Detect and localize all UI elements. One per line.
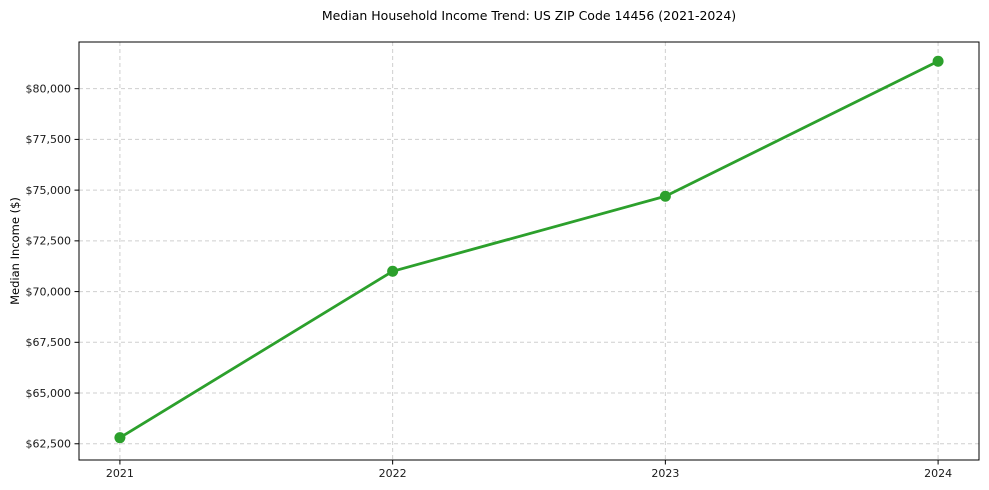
x-tick-label: 2022 [379,467,407,480]
y-tick-label: $75,000 [26,184,72,197]
data-point-marker [387,265,399,277]
y-tick-label: $67,500 [26,336,72,349]
y-tick-label: $72,500 [26,235,72,248]
y-tick-label: $77,500 [26,133,72,146]
x-tick-label: 2024 [924,467,952,480]
data-point-marker [932,55,944,67]
plot-border [78,41,980,461]
y-tick-label: $70,000 [26,285,72,298]
data-point-marker [114,432,126,444]
x-tick-label: 2021 [106,467,134,480]
y-tick-label: $65,000 [26,387,72,400]
data-point-marker [659,190,671,202]
y-tick-label: $62,500 [26,438,72,451]
data-line [118,59,940,440]
y-tick-label: $80,000 [26,82,72,95]
x-tick-label: 2023 [651,467,679,480]
chart-title: Median Household Income Trend: US ZIP Co… [321,8,737,23]
